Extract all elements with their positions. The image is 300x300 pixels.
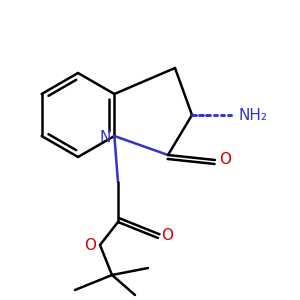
Text: NH₂: NH₂ [238,107,267,122]
Text: O: O [219,152,231,167]
Text: N: N [100,130,111,146]
Text: O: O [84,238,96,253]
Text: O: O [161,229,173,244]
